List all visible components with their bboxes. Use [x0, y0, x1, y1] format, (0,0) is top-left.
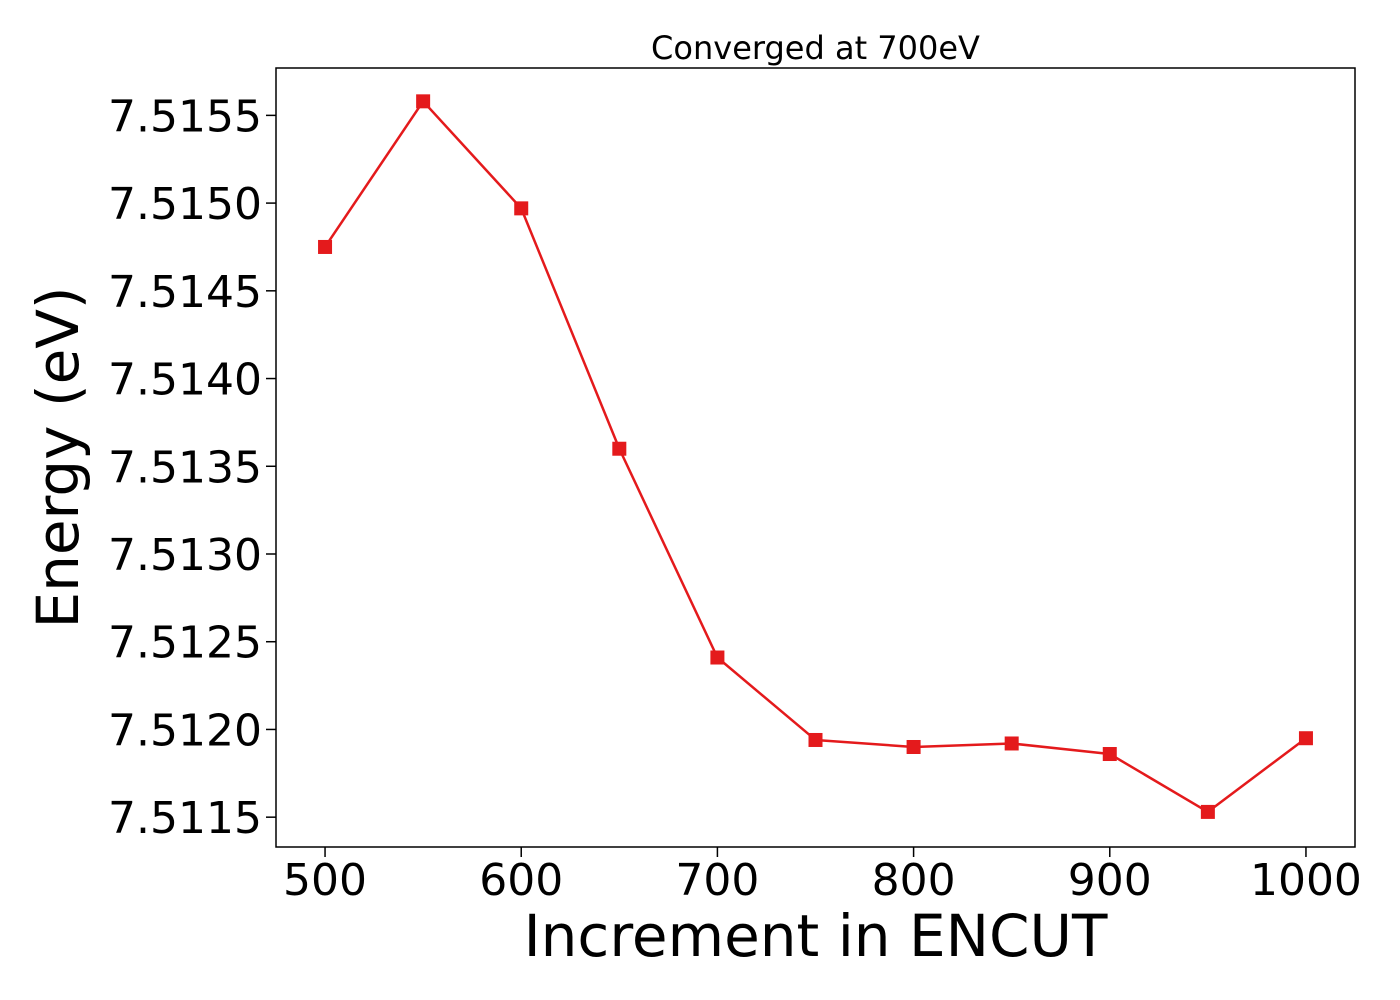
data-point — [710, 650, 725, 665]
plot-area — [275, 67, 1356, 848]
x-tick-label: 600 — [479, 855, 563, 906]
x-tick-label: 800 — [872, 855, 956, 906]
data-point — [1004, 736, 1019, 751]
data-point — [318, 239, 333, 254]
data-point — [906, 739, 921, 754]
y-axis-label: Energy (eV) — [24, 286, 92, 628]
data-point — [514, 201, 529, 216]
y-tick-label: 7.5115 — [108, 793, 262, 844]
data-point — [416, 94, 431, 109]
series-line — [324, 100, 1307, 814]
data-point — [1200, 804, 1215, 819]
x-tick-label: 1000 — [1250, 855, 1362, 906]
series-layer — [318, 94, 1313, 819]
y-tick-label: 7.5155 — [108, 91, 262, 142]
y-tick-label: 7.5145 — [108, 267, 262, 318]
y-tick-label: 7.5135 — [108, 442, 262, 493]
x-axis: 500 600 700 800 900 1000 — [283, 847, 1362, 906]
x-axis-label: Increment in ENCUT — [524, 902, 1108, 970]
y-tick-label: 7.5130 — [108, 530, 262, 581]
data-point — [1298, 731, 1313, 746]
y-tick-label: 7.5150 — [108, 179, 262, 230]
y-tick-label: 7.5125 — [108, 618, 262, 669]
data-point — [612, 441, 627, 456]
data-point — [1102, 747, 1117, 762]
chart-title: Converged at 700eV — [651, 29, 980, 67]
x-tick-label: 700 — [675, 855, 759, 906]
x-tick-label: 900 — [1068, 855, 1152, 906]
y-axis: 7.5115 7.5120 7.5125 7.5130 7.5135 7.5140 7.51… — [108, 91, 276, 844]
data-point — [808, 732, 823, 747]
y-tick-label: 7.5120 — [108, 705, 262, 756]
x-tick-label: 500 — [283, 855, 367, 906]
y-tick-label: 7.5140 — [108, 355, 262, 406]
data-series — [318, 94, 1313, 819]
